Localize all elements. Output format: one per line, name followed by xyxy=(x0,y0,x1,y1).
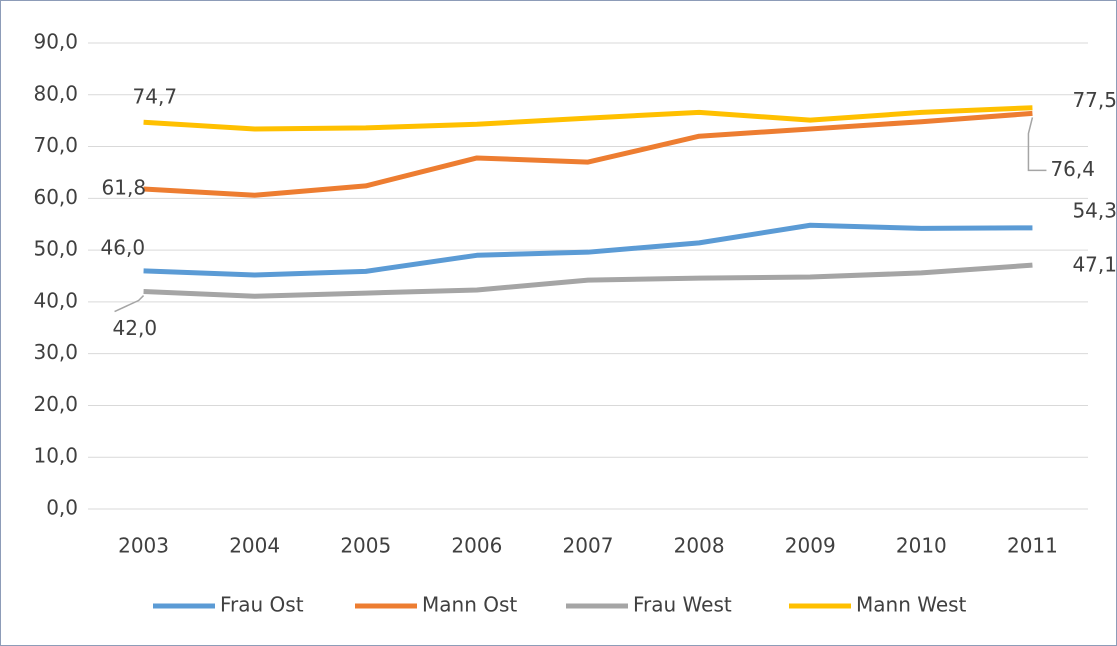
data-label: 54,3 xyxy=(1072,198,1117,222)
data-label: 61,8 xyxy=(102,176,147,200)
x-tick-label: 2010 xyxy=(896,534,947,558)
x-tick-label: 2005 xyxy=(340,534,391,558)
leader-line xyxy=(114,295,145,313)
data-label: 47,1 xyxy=(1072,253,1117,277)
data-label: 42,0 xyxy=(113,316,158,340)
y-tick-label: 30,0 xyxy=(33,340,78,364)
leader-line xyxy=(1027,117,1047,172)
y-tick-label: 90,0 xyxy=(33,30,78,54)
y-tick-label: 10,0 xyxy=(33,444,78,468)
legend-label: Mann Ost xyxy=(422,593,517,617)
y-tick-label: 60,0 xyxy=(33,185,78,209)
y-tick-label: 20,0 xyxy=(33,392,78,416)
x-tick-label: 2006 xyxy=(451,534,502,558)
series-line xyxy=(143,110,1033,198)
x-tick-label: 2011 xyxy=(1007,534,1058,558)
x-tick-label: 2007 xyxy=(563,534,614,558)
legend-label: Frau West xyxy=(633,593,732,617)
y-tick-label: 70,0 xyxy=(33,133,78,157)
legend-label: Frau Ost xyxy=(220,593,304,617)
series-line xyxy=(143,222,1033,278)
y-tick-label: 80,0 xyxy=(33,81,78,105)
data-label: 77,5 xyxy=(1072,88,1117,112)
data-label: 46,0 xyxy=(101,235,146,259)
x-tick-label: 2008 xyxy=(674,534,725,558)
x-tick-label: 2009 xyxy=(785,534,836,558)
data-label: 76,4 xyxy=(1050,157,1095,181)
series-line xyxy=(143,105,1033,132)
y-tick-label: 40,0 xyxy=(33,288,78,312)
y-tick-label: 50,0 xyxy=(33,237,78,261)
data-label: 74,7 xyxy=(133,85,178,109)
series-line xyxy=(143,262,1033,299)
x-tick-label: 2003 xyxy=(118,534,169,558)
y-tick-label: 0,0 xyxy=(46,496,78,520)
legend-label: Mann West xyxy=(856,593,967,617)
x-tick-label: 2004 xyxy=(229,534,280,558)
